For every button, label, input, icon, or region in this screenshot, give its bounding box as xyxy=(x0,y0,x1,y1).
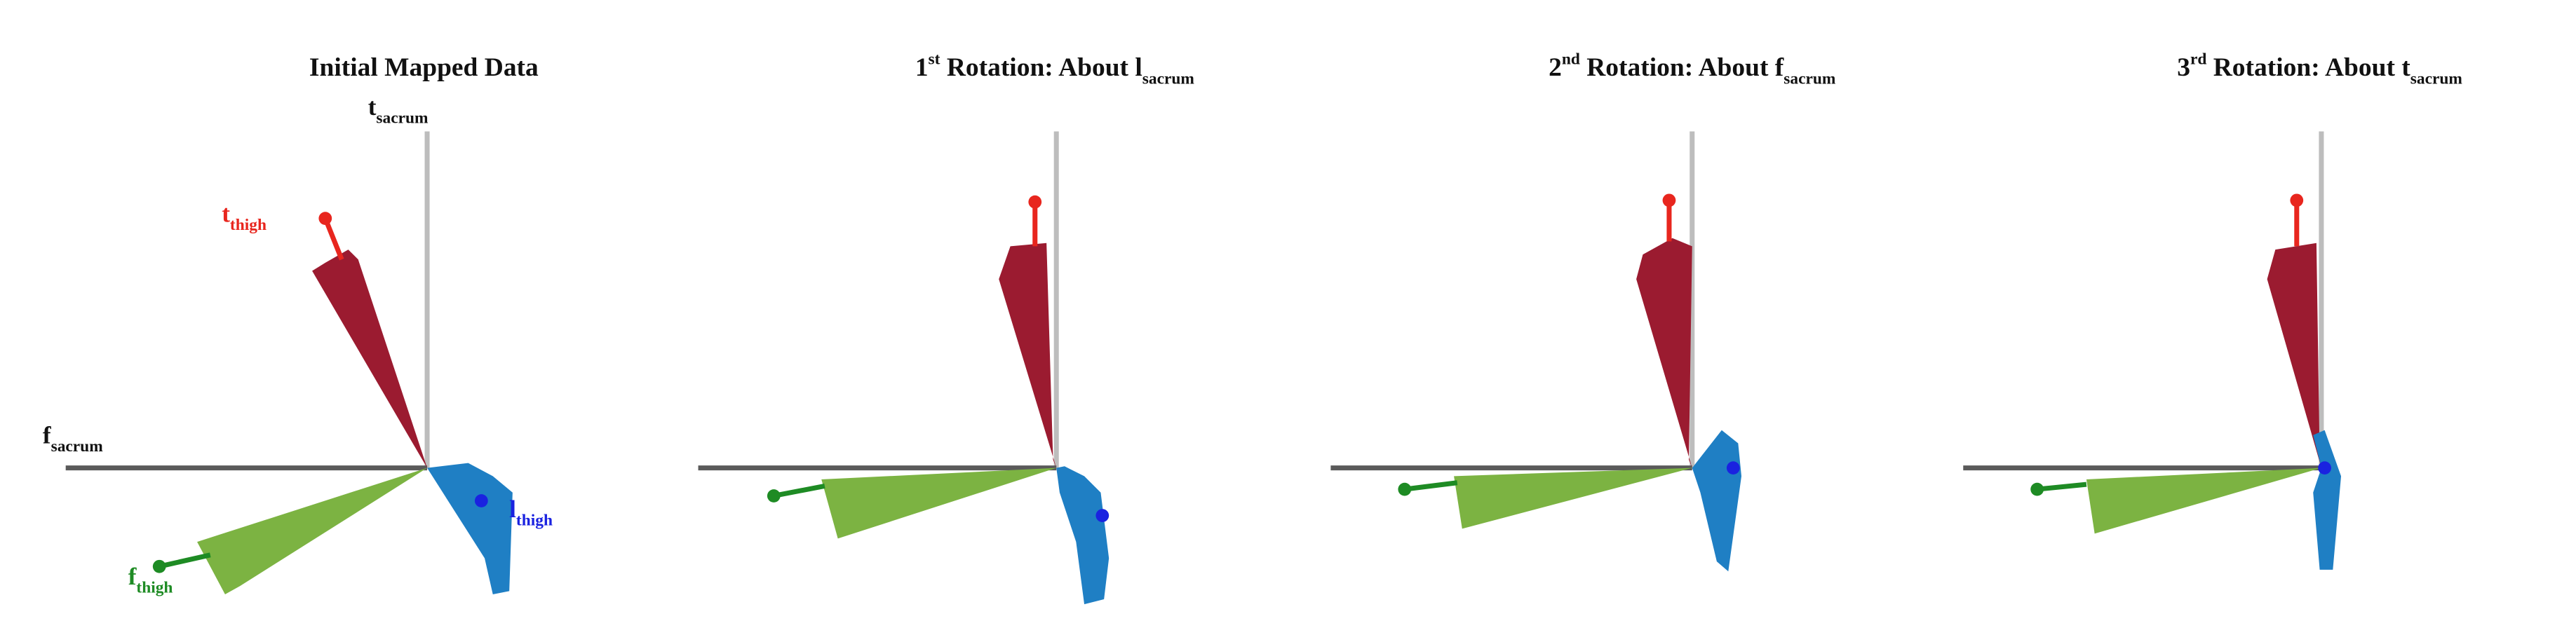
axis-label: fsacrum xyxy=(43,422,103,456)
panel-title: 1st Rotation: About lsacrum xyxy=(915,50,1195,88)
vector-tip xyxy=(318,212,332,225)
thigh-t-fan xyxy=(2267,243,2321,468)
ordinal-suffix: rd xyxy=(2190,50,2206,68)
thigh-l-fan xyxy=(1056,466,1110,605)
thigh-l-fan xyxy=(1692,430,1742,572)
label-symbol: t xyxy=(368,93,377,121)
panel-title: 3rd Rotation: About tsacrum xyxy=(2177,50,2462,88)
thigh-f-vector xyxy=(159,552,211,569)
thigh-f-fan xyxy=(197,467,428,595)
vector-label: tthigh xyxy=(222,200,267,234)
thigh-f-vector xyxy=(1404,480,1458,492)
panel-title: 2nd Rotation: About fsacrum xyxy=(1549,50,1836,88)
ordinal-suffix: nd xyxy=(1562,50,1580,68)
thigh-f-fan xyxy=(821,467,1057,539)
ordinal: 1 xyxy=(915,53,929,82)
thigh-l-fan xyxy=(2313,430,2342,570)
label-symbol: l xyxy=(509,496,516,523)
vector-tip xyxy=(2030,482,2044,496)
title-sub: sacrum xyxy=(1142,70,1195,88)
thigh-t-fan xyxy=(312,250,428,468)
label-sub: thigh xyxy=(230,216,267,234)
title-text: Rotation: About t xyxy=(2213,53,2411,82)
thigh-f-fan xyxy=(1454,467,1692,529)
vector-tip xyxy=(2318,461,2331,475)
panel: 3rd Rotation: About tsacrum xyxy=(1963,50,2462,570)
vector-tip xyxy=(1028,195,1042,209)
vector-label: lthigh xyxy=(509,496,553,530)
panel: 2nd Rotation: About fsacrum xyxy=(1330,50,1836,572)
label-symbol: f xyxy=(128,563,137,590)
thigh-t-vector xyxy=(323,217,344,261)
vector-tip xyxy=(1095,509,1110,522)
label-symbol: t xyxy=(222,200,230,227)
vector-tip xyxy=(474,494,488,507)
vector-tip xyxy=(152,559,166,573)
vector-label: fthigh xyxy=(128,563,173,597)
label-sub: thigh xyxy=(516,512,553,530)
thigh-t-fan xyxy=(1636,238,1692,468)
title-sub: sacrum xyxy=(1783,70,1836,88)
thigh-l-fan xyxy=(427,463,513,595)
thigh-t-fan xyxy=(999,243,1057,468)
thigh-f-vector xyxy=(773,483,825,498)
panel-title: Initial Mapped Data xyxy=(309,53,539,82)
label-sub: sacrum xyxy=(376,109,429,128)
label-symbol: f xyxy=(43,422,52,449)
ordinal: 2 xyxy=(1549,53,1562,82)
thigh-f-fan xyxy=(2086,467,2321,534)
vector-tip xyxy=(1726,461,1740,475)
ordinal-suffix: st xyxy=(929,50,940,68)
title-text: Rotation: About f xyxy=(1586,53,1784,82)
title-sub: sacrum xyxy=(2410,70,2463,88)
ordinal: 3 xyxy=(2177,53,2190,82)
vector-tip xyxy=(2290,193,2304,207)
vector-tip xyxy=(767,489,781,503)
title-text: Rotation: About l xyxy=(947,53,1142,82)
thigh-f-vector xyxy=(2037,482,2087,492)
vector-tip xyxy=(1398,482,1412,496)
label-sub: thigh xyxy=(136,579,173,597)
label-sub: sacrum xyxy=(51,437,104,456)
axis-label: tsacrum xyxy=(368,93,429,128)
panel: 1st Rotation: About lsacrum xyxy=(698,50,1195,605)
vector-tip xyxy=(1662,193,1676,207)
panel: Initial Mapped Data tsacrum fsacrum tthi… xyxy=(43,53,553,597)
